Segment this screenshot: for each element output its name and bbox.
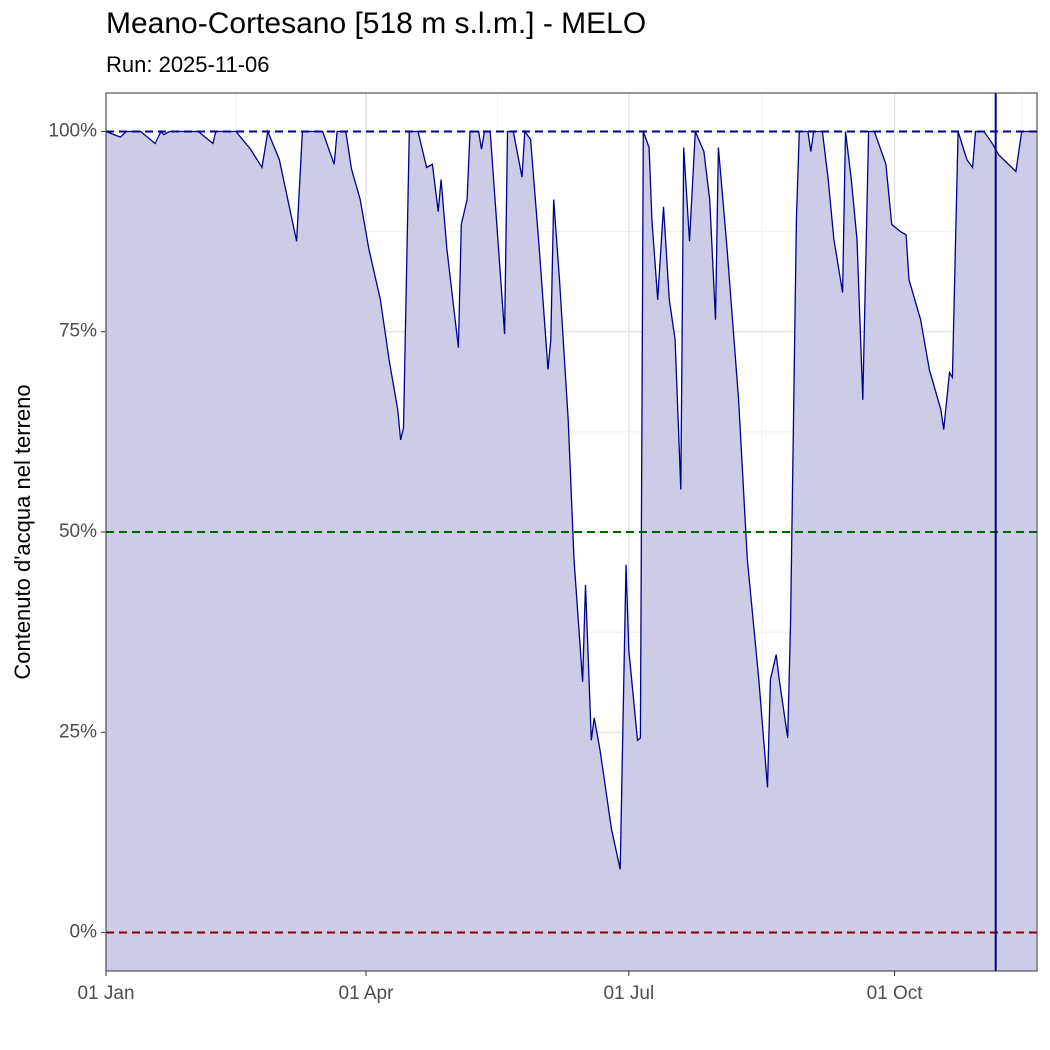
y-tick-label: 50% [59,521,97,542]
y-tick-label: 100% [48,120,97,141]
chart-title: Meano-Cortesano [518 m s.l.m.] - MELO [106,7,646,40]
x-tick-label: 01 Jan [77,983,134,1004]
plot-border [105,92,1038,972]
y-tick-label: 75% [59,321,97,342]
y-axis-label: Contenuto d'acqua nel terreno [10,384,35,679]
y-tick-label: 25% [59,721,97,742]
line [105,129,1037,870]
x-tick-label: 01 Jul [603,983,654,1004]
x-tick-label: 01 Apr [339,983,395,1004]
x-tick-label: 01 Oct [867,983,924,1004]
area [106,131,1037,971]
chart-subtitle: Run: 2025-11-06 [106,52,270,77]
y-tick-label: 0% [70,922,98,943]
